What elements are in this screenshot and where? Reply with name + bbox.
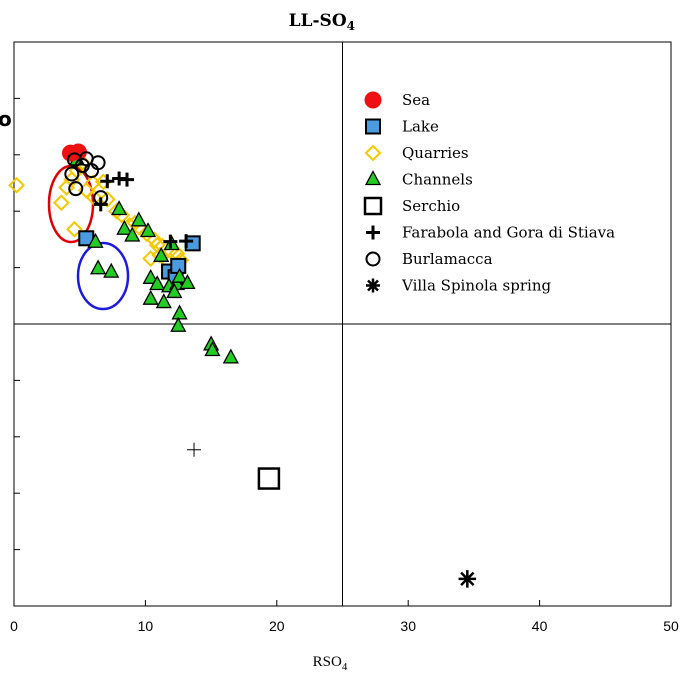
data-point [90,155,106,171]
legend-item: Serchio [363,196,460,216]
data-point [116,219,133,235]
data-point [179,234,194,249]
legend-marker [364,144,382,162]
data-point [155,293,172,309]
data-point [151,246,169,264]
legend-label: Villa Spinola spring [401,277,551,295]
chart-title: LL-SO4 [289,11,355,33]
data-point [93,197,108,212]
data-point [148,236,166,254]
data-point [171,267,188,283]
x-axis-label-main: RSO [313,654,342,670]
data-points [8,143,477,588]
legend-item: Channels [364,170,473,189]
data-point [171,304,188,320]
data-point [111,200,128,216]
legend-label: Serchio [402,197,460,215]
y-axis-ticks [14,97,20,551]
data-point [139,222,157,238]
data-point [124,226,141,242]
legend-label: Lake [402,118,439,136]
data-point [163,234,178,249]
data-point [66,220,83,238]
legend-label: Channels [402,171,473,189]
legend-label: Sea [402,91,430,109]
data-point [179,274,196,290]
data-point [103,262,120,278]
series-farabola-and-gora-di-stiava [93,171,194,249]
data-point [142,250,160,267]
legend-marker [364,91,382,109]
data-point [90,259,107,275]
x-tick-label: 40 [532,618,548,634]
legend-marker [365,251,381,267]
legend-item: Lake [365,118,439,136]
data-point [146,231,164,249]
data-point [184,235,201,252]
legend-label: Farabola and Gora di Stiava [402,224,615,242]
series-serchio [257,467,281,490]
data-point [68,181,84,197]
legend-item: Quarries [364,144,469,162]
chart-title-subscript: 4 [347,19,355,33]
data-point [149,275,166,291]
legend-item: Sea [364,91,430,109]
series-villa-spinola-spring [458,570,477,588]
data-point [130,211,147,227]
data-point [204,341,221,357]
x-axis-label-subscript: 4 [342,661,348,673]
legend-marker [366,278,380,293]
data-point [187,442,202,457]
x-axis-label: RSO4 [313,654,348,673]
data-point [222,348,239,364]
x-tick-label: 30 [400,618,416,634]
data-point [257,467,281,490]
data-point [87,232,104,248]
x-tick-label: 20 [269,618,285,634]
x-tick-label: 0 [10,618,18,634]
data-point [100,174,115,189]
legend-item: Villa Spinola spring [366,277,551,295]
legend-item: Farabola and Gora di Stiava [366,224,615,242]
legend-marker [364,170,382,186]
data-point [170,316,187,332]
legend-item: Burlamacca [365,250,493,268]
data-point [66,152,82,168]
blue-highlight-ellipse [76,241,130,311]
data-point [64,166,80,182]
x-axis-ticks: 0 10 20 30 40 50 [10,600,679,634]
legend-marker [365,118,381,135]
series-channels [68,150,239,364]
legend-label: Burlamacca [402,250,493,268]
data-point [98,190,116,208]
chart-legend: Sea Lake Quarries Channels Serchio Farabola a… [363,91,615,295]
data-point [8,176,26,194]
legend-label: Quarries [402,144,469,162]
svg-text:LL-SO4: LL-SO4 [289,11,355,33]
data-point [166,283,183,299]
data-point [458,570,477,588]
data-point [52,194,70,212]
series-sea [62,143,87,162]
legend-marker [366,225,380,240]
x-tick-label: 10 [138,618,154,634]
data-point [142,268,159,284]
data-point [142,289,159,305]
partial-axis-glyph: o [0,107,12,131]
chart-title-main: LL-SO [289,11,347,31]
data-point [120,172,135,187]
legend-marker [363,196,383,216]
x-tick-label: 50 [663,618,679,634]
data-point [153,246,170,262]
